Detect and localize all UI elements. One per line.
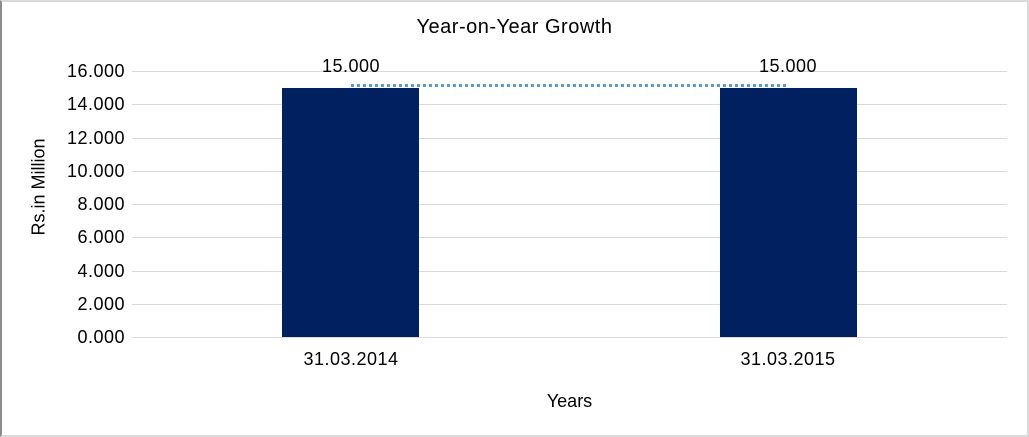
y-tick-label: 12.000 [66,127,125,148]
data-label: 15.000 [321,55,381,76]
x-axis-title: Years [546,391,593,411]
y-tick-label: 4.000 [77,260,125,281]
y-tick-label: 2.000 [77,293,125,314]
gridline [132,137,1007,139]
x-tick-label: 31.03.2015 [740,349,836,369]
chart-title: Year-on-Year Growth [416,16,613,38]
y-tick-label: 14.000 [66,94,125,115]
x-tick-label: 31.03.2014 [303,349,399,369]
gridline [132,237,1007,239]
trendline-dotted [351,83,789,87]
y-tick-label: 16.000 [66,61,125,81]
gridline [132,204,1007,205]
gridline [132,270,1007,272]
y-tick-label: 10.000 [66,160,125,181]
y-tick-label: 8.000 [77,194,125,214]
bar-31.03.2015[interactable] [720,87,857,337]
gridline [132,337,1007,338]
gridline [132,170,1007,172]
gridline [132,104,1007,106]
y-axis-title: Rs.in Million [28,138,49,236]
y-tick-label: 0.000 [77,327,125,347]
bar-31.03.2014[interactable] [282,87,419,337]
gridline [132,71,1007,72]
data-label: 15.000 [758,55,818,76]
plot-area: 15.000 15.000 [132,56,1007,338]
gridline [132,303,1007,305]
y-tick-label: 6.000 [77,227,125,248]
